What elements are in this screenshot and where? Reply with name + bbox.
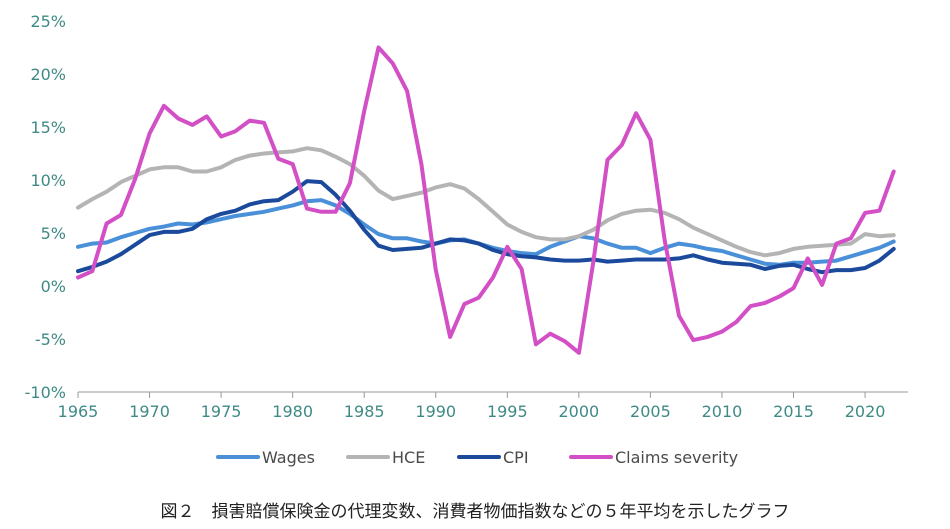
y-tick-label: 15% <box>30 118 66 137</box>
y-tick-label: 20% <box>30 65 66 84</box>
x-tick-label: 2010 <box>702 402 743 421</box>
x-tick-label: 2000 <box>559 402 600 421</box>
x-tick-label: 1985 <box>344 402 385 421</box>
y-tick-label: 5% <box>41 224 66 243</box>
x-tick-label: 1965 <box>58 402 99 421</box>
y-tick-label: -10% <box>25 383 66 402</box>
legend-label-wages: Wages <box>262 448 315 467</box>
figure-caption: 図２ 損害賠償保険金の代理変数、消費者物価指数などの５年平均を示したグラフ <box>160 502 790 522</box>
y-tick-label: -5% <box>35 330 66 349</box>
y-tick-label: 0% <box>41 277 66 296</box>
x-axis-ticks: 1965 1970 1975 1980 1985 1990 1995 2000 2005 2010… <box>58 392 886 421</box>
x-tick-label: 1995 <box>487 402 528 421</box>
series-lines <box>76 45 896 355</box>
series-line-hce <box>76 146 896 258</box>
y-tick-label: 25% <box>30 12 66 31</box>
chart: -10% -5% 0% 5% 10% 15% 20% 25% 1965 1970 1975 1980… <box>25 12 908 467</box>
x-tick-label: 1970 <box>129 402 170 421</box>
y-tick-label: 10% <box>30 171 66 190</box>
series-line-cpi <box>76 179 896 275</box>
x-tick-label: 1975 <box>201 402 242 421</box>
y-axis-ticks: -10% -5% 0% 5% 10% 15% 20% 25% <box>25 12 66 402</box>
x-tick-label: 2005 <box>630 402 671 421</box>
legend-label-claims-severity: Claims severity <box>615 448 738 467</box>
x-tick-label: 1980 <box>272 402 313 421</box>
x-tick-label: 2020 <box>845 402 886 421</box>
x-tick-label: 1990 <box>415 402 456 421</box>
legend: Wages HCE CPI Claims severity <box>216 448 738 467</box>
legend-label-hce: HCE <box>392 448 425 467</box>
x-tick-label: 2015 <box>773 402 814 421</box>
series-line-claims-severity <box>76 45 896 355</box>
legend-label-cpi: CPI <box>503 448 529 467</box>
